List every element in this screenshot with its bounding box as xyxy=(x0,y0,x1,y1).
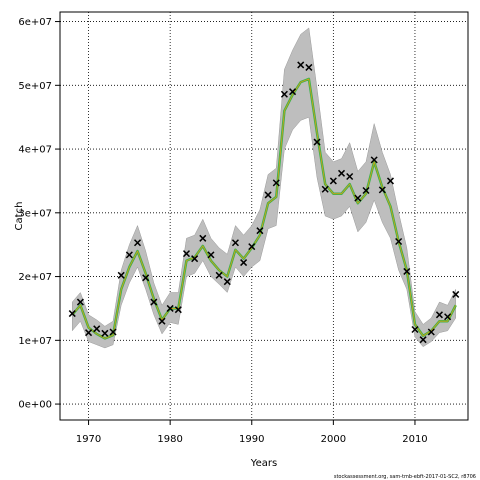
observation-point xyxy=(199,234,207,242)
observation-point xyxy=(85,329,93,337)
observation-point xyxy=(329,177,337,185)
y-axis-title: Catch xyxy=(14,202,25,231)
observation-points xyxy=(68,61,460,344)
observation-point xyxy=(76,298,84,306)
y-tick-label: 5e+07 xyxy=(18,81,52,92)
observation-point xyxy=(231,239,239,247)
observation-point xyxy=(435,311,443,319)
observation-point xyxy=(223,278,231,286)
observation-point xyxy=(166,304,174,312)
observation-point xyxy=(272,179,280,187)
observation-point xyxy=(395,237,403,246)
observation-point xyxy=(346,172,354,181)
x-tick-label: 2010 xyxy=(402,434,427,445)
observation-point xyxy=(68,310,76,318)
observation-point xyxy=(264,191,272,199)
y-tick-label: 2e+07 xyxy=(18,272,52,283)
observation-point xyxy=(150,298,158,306)
y-tick-label: 0e+00 xyxy=(18,400,52,411)
x-axis-title: Years xyxy=(250,458,277,469)
observation-point xyxy=(305,63,313,71)
observation-point xyxy=(174,306,182,314)
observation-point xyxy=(362,186,370,195)
observation-point xyxy=(354,194,362,202)
source-footnote: stockassessment.org, sam-tmb-ebft-2017-0… xyxy=(334,474,476,480)
observation-point xyxy=(109,328,117,336)
observation-point xyxy=(191,255,199,263)
observation-point xyxy=(321,185,329,193)
observation-point xyxy=(370,156,378,164)
observation-point xyxy=(101,329,109,337)
observation-point xyxy=(297,61,305,69)
y-axis: 0e+00 1e+07 2e+07 3e+07 4e+07 5e+07 6e+07 xyxy=(18,17,60,411)
observation-point xyxy=(313,138,321,146)
observation-point xyxy=(427,328,435,336)
observation-point xyxy=(117,271,125,279)
confidence-band-area xyxy=(71,27,457,349)
observation-point xyxy=(158,317,166,325)
plot-frame xyxy=(59,11,469,421)
y-tick-label: 4e+07 xyxy=(18,145,52,156)
observation-point xyxy=(289,88,297,96)
observation-point xyxy=(182,250,191,258)
observation-point xyxy=(280,90,288,98)
observation-point xyxy=(419,336,427,344)
observation-point xyxy=(452,290,460,298)
x-tick-label: 1990 xyxy=(239,434,264,445)
y-tick-label: 3e+07 xyxy=(18,208,52,219)
x-tick-label: 1970 xyxy=(76,434,101,445)
observation-point xyxy=(444,313,452,321)
series-lines xyxy=(71,77,457,340)
observation-point xyxy=(248,243,256,251)
observation-point xyxy=(93,325,101,333)
observation-point xyxy=(142,274,150,282)
x-tick-label: 2000 xyxy=(321,434,346,445)
confidence-band xyxy=(71,27,457,349)
observation-point xyxy=(240,259,248,267)
series-line-inner xyxy=(71,78,457,339)
observation-point xyxy=(215,271,223,279)
observation-point xyxy=(337,169,346,177)
observation-point xyxy=(378,186,386,194)
observation-point xyxy=(133,239,142,247)
observation-point xyxy=(411,325,419,334)
observation-point xyxy=(125,251,133,259)
observation-point xyxy=(207,251,215,259)
observation-point xyxy=(403,267,411,275)
x-axis: 1970 1980 1990 2000 2010 xyxy=(76,420,428,445)
observation-point xyxy=(256,227,264,235)
x-tick-label: 1980 xyxy=(157,434,182,445)
observation-point xyxy=(386,177,395,185)
y-tick-label: 6e+07 xyxy=(18,17,52,28)
y-tick-label: 1e+07 xyxy=(18,336,52,347)
